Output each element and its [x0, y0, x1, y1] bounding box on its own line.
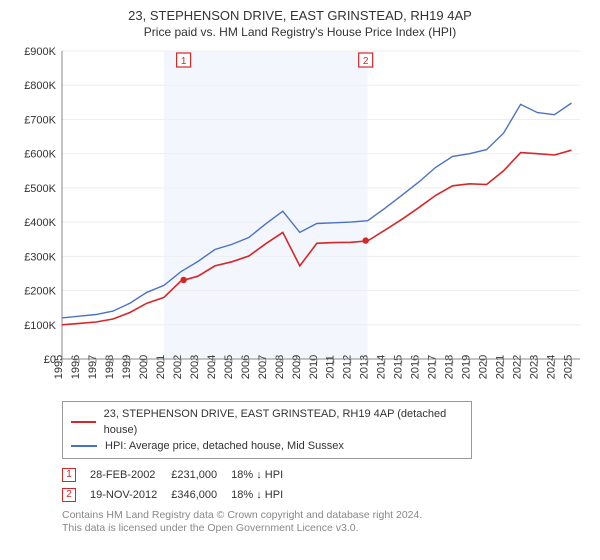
license-line: Contains HM Land Registry data © Crown c… — [62, 509, 586, 522]
svg-text:£100K: £100K — [24, 320, 56, 332]
table-row: 1 28-FEB-2002 £231,000 18% ↓ HPI — [62, 465, 297, 485]
svg-text:2000: 2000 — [138, 355, 150, 379]
legend-swatch — [71, 445, 97, 447]
legend-item-hpi: HPI: Average price, detached house, Mid … — [71, 438, 463, 454]
license-line: This data is licensed under the Open Gov… — [62, 522, 586, 535]
svg-text:2020: 2020 — [478, 355, 490, 379]
svg-text:2014: 2014 — [376, 355, 388, 379]
svg-text:1998: 1998 — [104, 355, 116, 379]
sale-marker-icon: 2 — [62, 488, 76, 502]
sale-date: 19-NOV-2012 — [90, 485, 171, 505]
page-title: 23, STEPHENSON DRIVE, EAST GRINSTEAD, RH… — [14, 8, 586, 23]
svg-text:£600K: £600K — [24, 149, 56, 161]
svg-text:2012: 2012 — [342, 355, 354, 379]
svg-text:2006: 2006 — [240, 355, 252, 379]
sale-marker-icon: 1 — [62, 468, 76, 482]
svg-text:2008: 2008 — [274, 355, 286, 379]
legend-item-property: 23, STEPHENSON DRIVE, EAST GRINSTEAD, RH… — [71, 406, 463, 438]
license-text: Contains HM Land Registry data © Crown c… — [62, 509, 586, 535]
sales-table: 1 28-FEB-2002 £231,000 18% ↓ HPI 2 19-NO… — [62, 465, 297, 505]
legend-label: HPI: Average price, detached house, Mid … — [105, 438, 344, 454]
svg-text:2022: 2022 — [512, 355, 524, 379]
chart-legend: 23, STEPHENSON DRIVE, EAST GRINSTEAD, RH… — [62, 401, 472, 459]
svg-text:2017: 2017 — [427, 355, 439, 379]
svg-text:2: 2 — [363, 56, 369, 67]
svg-text:£800K: £800K — [24, 80, 56, 92]
svg-text:2023: 2023 — [529, 355, 541, 379]
svg-text:£400K: £400K — [24, 217, 56, 229]
svg-text:1995: 1995 — [53, 355, 65, 379]
svg-text:2025: 2025 — [563, 355, 575, 379]
sale-delta: 18% ↓ HPI — [231, 465, 297, 485]
svg-text:2015: 2015 — [393, 355, 405, 379]
svg-text:2021: 2021 — [495, 355, 507, 379]
svg-text:1999: 1999 — [121, 355, 133, 379]
svg-text:2013: 2013 — [359, 355, 371, 379]
legend-swatch — [71, 421, 96, 423]
sale-delta: 18% ↓ HPI — [231, 485, 297, 505]
table-row: 2 19-NOV-2012 £346,000 18% ↓ HPI — [62, 485, 297, 505]
svg-text:2010: 2010 — [308, 355, 320, 379]
svg-text:2003: 2003 — [189, 355, 201, 379]
svg-text:2009: 2009 — [291, 355, 303, 379]
page-subtitle: Price paid vs. HM Land Registry's House … — [14, 25, 586, 39]
sale-price: £231,000 — [171, 465, 231, 485]
svg-text:£300K: £300K — [24, 251, 56, 263]
sale-date: 28-FEB-2002 — [90, 465, 171, 485]
svg-text:2001: 2001 — [155, 355, 167, 379]
svg-text:2002: 2002 — [172, 355, 184, 379]
svg-text:2024: 2024 — [546, 355, 558, 379]
svg-text:2018: 2018 — [444, 355, 456, 379]
svg-text:2016: 2016 — [410, 355, 422, 379]
svg-text:1996: 1996 — [70, 355, 82, 379]
svg-text:1: 1 — [181, 56, 187, 67]
svg-text:£500K: £500K — [24, 183, 56, 195]
svg-text:£900K: £900K — [24, 46, 56, 58]
svg-text:£700K: £700K — [24, 114, 56, 126]
price-chart: £0£100K£200K£300K£400K£500K£600K£700K£80… — [14, 43, 586, 393]
svg-text:2019: 2019 — [461, 355, 473, 379]
svg-text:2007: 2007 — [257, 355, 269, 379]
svg-text:2005: 2005 — [223, 355, 235, 379]
svg-text:2004: 2004 — [206, 355, 218, 379]
sale-price: £346,000 — [171, 485, 231, 505]
svg-text:1997: 1997 — [87, 355, 99, 379]
legend-label: 23, STEPHENSON DRIVE, EAST GRINSTEAD, RH… — [104, 406, 463, 438]
svg-text:£200K: £200K — [24, 286, 56, 298]
